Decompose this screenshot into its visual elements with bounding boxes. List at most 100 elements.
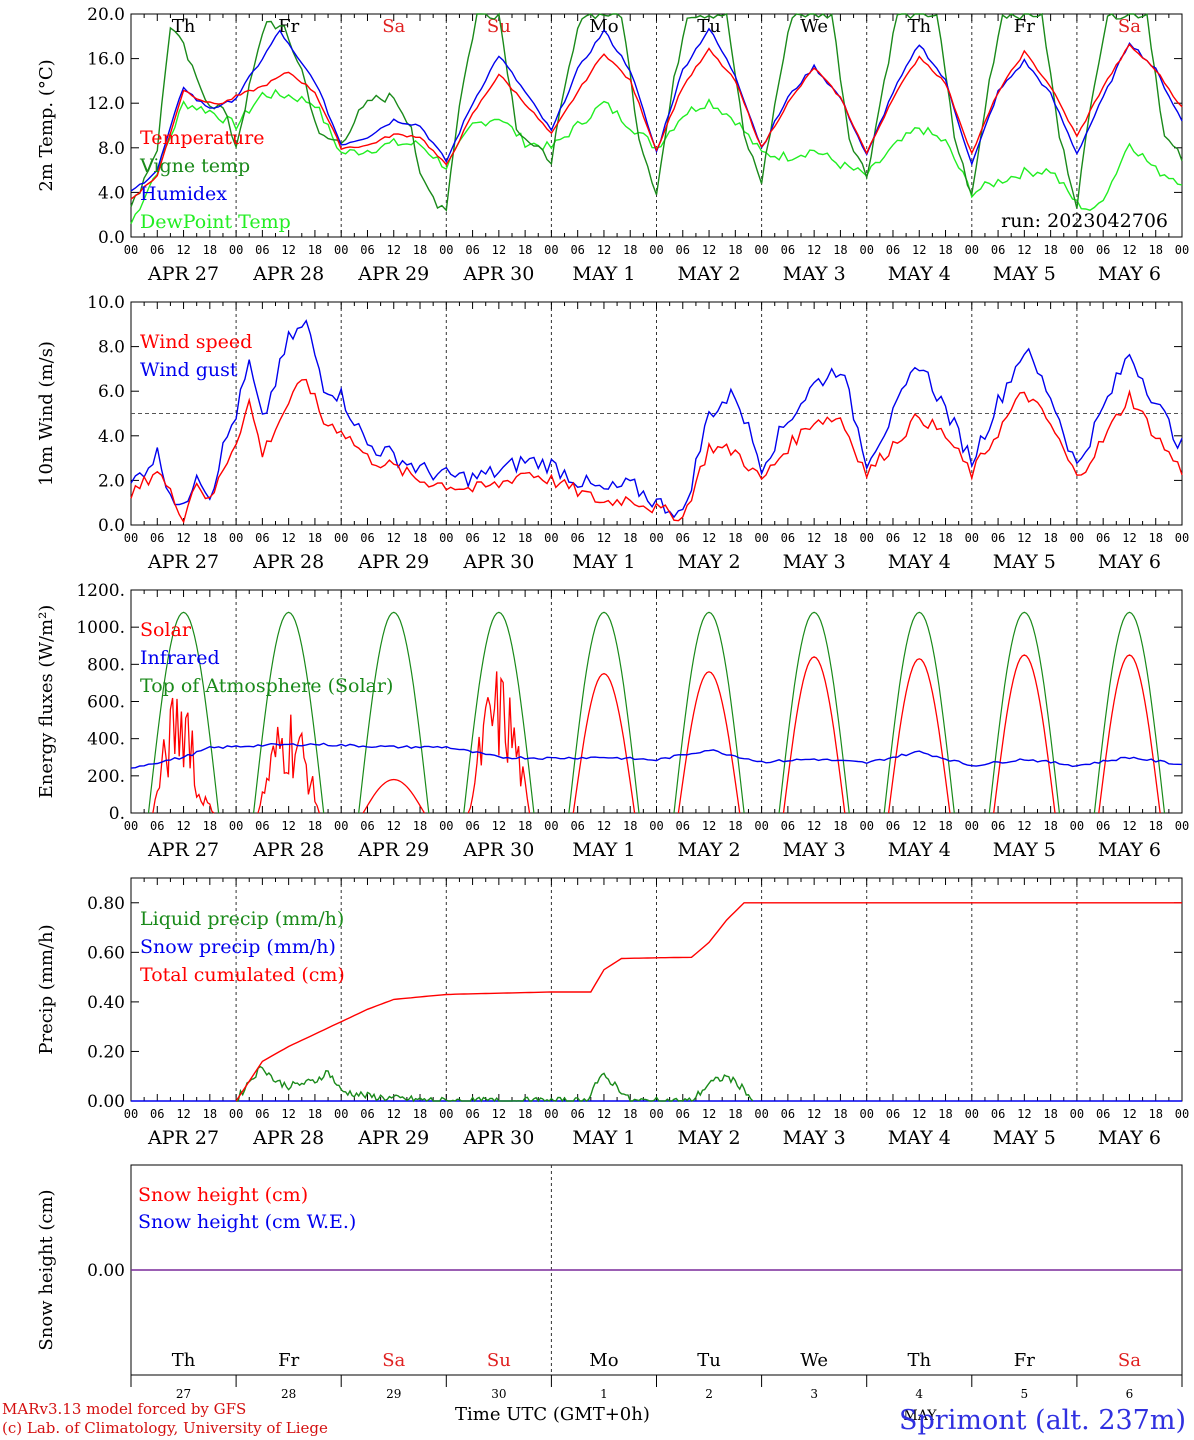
y-tick-label: 4.0 xyxy=(98,427,125,447)
hour-tick-label: 00 xyxy=(439,1107,453,1121)
hour-tick-label: 12 xyxy=(702,819,716,833)
hour-tick-label: 18 xyxy=(308,243,322,257)
date-label: MAY 1 xyxy=(572,263,635,285)
hour-tick-label: 06 xyxy=(1096,243,1110,257)
hour-tick-label: 06 xyxy=(676,819,690,833)
series-vigne-temp xyxy=(130,12,1183,212)
date-label: MAY 1 xyxy=(572,839,635,861)
hour-tick-label: 00 xyxy=(754,531,768,545)
weekday-label: Th xyxy=(172,1350,196,1371)
hour-tick-label: 00 xyxy=(649,1107,663,1121)
weekday-label: Sa xyxy=(1118,1350,1141,1371)
date-label: MAY 5 xyxy=(993,839,1056,861)
hour-tick-label: 12 xyxy=(597,819,611,833)
y-tick-label: 20.0 xyxy=(87,5,125,25)
date-label: MAY 3 xyxy=(783,551,846,573)
hour-tick-label: 12 xyxy=(1017,243,1031,257)
hour-tick-label: 12 xyxy=(702,243,716,257)
weekday-label: We xyxy=(800,16,828,37)
credit-line-lab: (c) Lab. of Climatology, University of L… xyxy=(2,1419,328,1437)
hour-tick-label: 06 xyxy=(465,243,479,257)
hour-tick-label: 00 xyxy=(1070,243,1084,257)
hour-tick-label: 18 xyxy=(1148,531,1162,545)
hour-tick-label: 06 xyxy=(360,531,374,545)
day-number-label: 29 xyxy=(386,1387,401,1401)
hour-tick-label: 18 xyxy=(308,531,322,545)
hour-tick-label: 06 xyxy=(465,819,479,833)
month-label: MAY xyxy=(903,1408,937,1424)
hour-tick-label: 12 xyxy=(702,1107,716,1121)
hour-tick-label: 12 xyxy=(176,243,190,257)
hour-tick-label: 12 xyxy=(492,243,506,257)
credit-line-model: MARv3.13 model forced by GFS xyxy=(2,1400,247,1418)
weekday-label: Fr xyxy=(278,16,299,37)
y-tick-label: 0. xyxy=(109,804,125,824)
hour-tick-label: 06 xyxy=(676,531,690,545)
date-label: APR 27 xyxy=(147,839,219,861)
date-label: MAY 3 xyxy=(783,1127,846,1149)
hour-tick-label: 12 xyxy=(912,531,926,545)
weekday-label: Fr xyxy=(278,1350,299,1371)
hour-tick-label: 12 xyxy=(387,531,401,545)
hour-tick-label: 00 xyxy=(1070,819,1084,833)
hour-tick-label: 12 xyxy=(281,531,295,545)
hour-tick-label: 18 xyxy=(938,243,952,257)
hour-tick-label: 00 xyxy=(965,531,979,545)
hour-tick-label: 18 xyxy=(938,819,952,833)
legend-entry: Top of Atmosphere (Solar) xyxy=(140,675,393,697)
hour-tick-label: 12 xyxy=(176,531,190,545)
weekday-label: Su xyxy=(487,16,511,37)
legend-entry: Temperature xyxy=(140,127,264,149)
station-name: Sprimont (alt. 237m) xyxy=(899,1405,1186,1436)
legend-entry: Snow height (cm W.E.) xyxy=(138,1211,356,1233)
date-label: MAY 1 xyxy=(572,551,635,573)
hour-tick-label: 00 xyxy=(124,531,138,545)
hour-tick-label: 06 xyxy=(255,1107,269,1121)
y-tick-label: 6.0 xyxy=(98,382,125,402)
hour-tick-label: 12 xyxy=(492,819,506,833)
y-tick-label: 0.80 xyxy=(87,894,125,914)
plot-frame xyxy=(130,13,1183,238)
hour-tick-label: 18 xyxy=(308,819,322,833)
date-label: MAY 4 xyxy=(888,263,951,285)
hour-tick-label: 12 xyxy=(1122,531,1136,545)
hour-tick-label: 18 xyxy=(1043,243,1057,257)
y-tick-label: 12.0 xyxy=(87,94,125,114)
series-dewpoint-temp xyxy=(130,88,1183,224)
hour-tick-label: 00 xyxy=(334,243,348,257)
hour-tick-label: 18 xyxy=(833,1107,847,1121)
hour-tick-label: 06 xyxy=(255,819,269,833)
legend-entry: Solar xyxy=(140,619,192,641)
hour-tick-label: 18 xyxy=(1148,1107,1162,1121)
hour-tick-label: 12 xyxy=(807,243,821,257)
weekday-label: Th xyxy=(907,1350,931,1371)
series-infrared xyxy=(130,742,1183,769)
hour-tick-label: 06 xyxy=(991,1107,1005,1121)
day-number-label: 27 xyxy=(176,1387,191,1401)
series-solar xyxy=(152,654,1161,814)
hour-tick-label: 18 xyxy=(833,531,847,545)
hour-tick-label: 00 xyxy=(1070,531,1084,545)
y-tick-label: 4.0 xyxy=(98,183,125,203)
hour-tick-label: 18 xyxy=(833,243,847,257)
y-tick-label: 800. xyxy=(87,655,125,675)
hour-tick-label: 12 xyxy=(1017,1107,1031,1121)
day-number-label: 30 xyxy=(491,1387,506,1401)
hour-tick-label: 18 xyxy=(938,531,952,545)
hour-tick-label: 00 xyxy=(859,1107,873,1121)
weekday-label: Sa xyxy=(382,16,405,37)
hour-tick-label: 06 xyxy=(570,243,584,257)
hour-tick-label: 18 xyxy=(413,531,427,545)
plot-frame xyxy=(130,589,1183,814)
hour-tick-label: 06 xyxy=(570,1107,584,1121)
hour-tick-label: 00 xyxy=(649,243,663,257)
hour-tick-label: 12 xyxy=(1122,1107,1136,1121)
hour-tick-label: 18 xyxy=(203,531,217,545)
hour-tick-label: 12 xyxy=(387,243,401,257)
y-tick-label: 0.0 xyxy=(98,516,125,536)
hour-tick-label: 06 xyxy=(781,1107,795,1121)
date-label: MAY 5 xyxy=(993,551,1056,573)
date-label: APR 27 xyxy=(147,263,219,285)
date-label: APR 29 xyxy=(357,551,429,573)
y-tick-label: 200. xyxy=(87,767,125,787)
